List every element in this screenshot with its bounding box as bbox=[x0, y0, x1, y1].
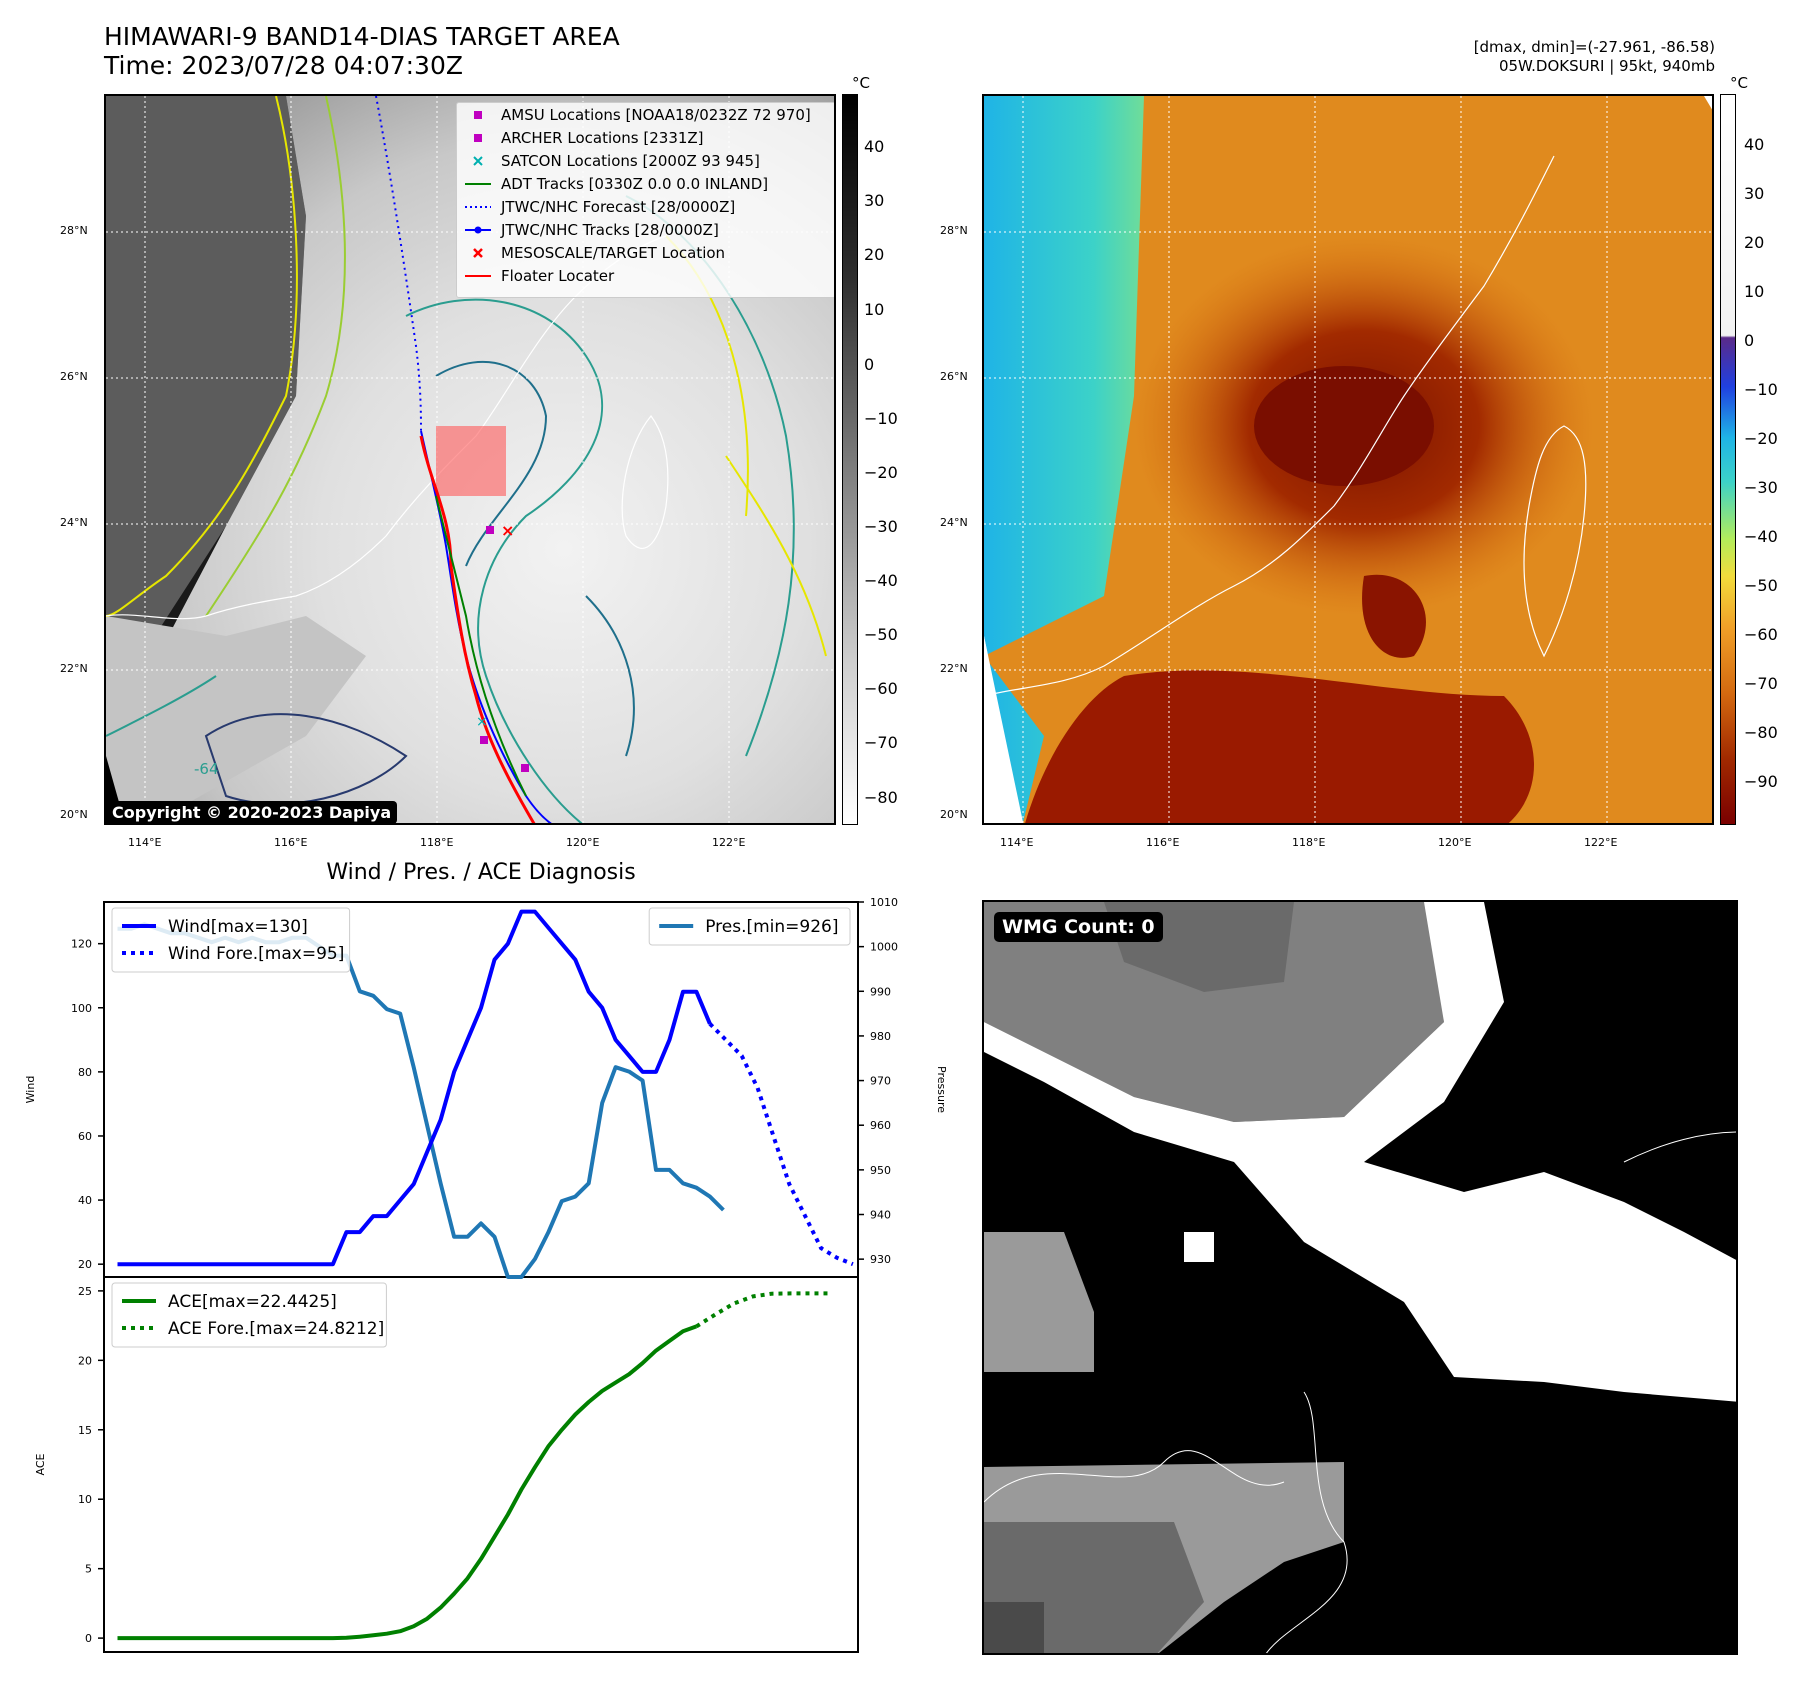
ace-forecast-line bbox=[695, 1291, 829, 1329]
wind-tick-label: 20 bbox=[78, 1258, 92, 1271]
pressure-axis-label: Pressure bbox=[935, 1066, 948, 1113]
x-marker-icon bbox=[473, 155, 483, 166]
contour-label: -64 bbox=[194, 760, 219, 778]
lat-tick: 20°N bbox=[60, 808, 88, 821]
legend-item-jtwc-tracks: JTWC/NHC Tracks [28/0000Z] bbox=[457, 218, 834, 241]
wind-legend: Wind[max=130] Wind Fore.[max=95] bbox=[111, 907, 351, 973]
legend-label: Wind[max=130] bbox=[168, 917, 308, 937]
color-colorbar bbox=[1720, 94, 1736, 825]
wmg-panel: WMG Count: 0 bbox=[982, 900, 1738, 1655]
color-map-art bbox=[984, 96, 1712, 823]
color-colorbar-unit: °C bbox=[1730, 74, 1748, 92]
square-marker-icon bbox=[474, 110, 482, 119]
square-marker-icon bbox=[474, 133, 482, 142]
color-ir-map bbox=[982, 94, 1714, 825]
legend-item-satcon: SATCON Locations [2000Z 93 945] bbox=[457, 149, 834, 172]
svg-text:×: × bbox=[476, 714, 488, 730]
pressure-tick-label: 1000 bbox=[870, 941, 898, 954]
gray-colorbar-unit: °C bbox=[852, 74, 870, 92]
ace-line bbox=[117, 1324, 698, 1641]
wind-tick-label: 40 bbox=[78, 1194, 92, 1207]
lon-tick: 116°E bbox=[274, 836, 308, 849]
pressure-legend: Pres.[min=926] bbox=[648, 907, 851, 946]
wind-axis-label: Wind bbox=[24, 1076, 37, 1104]
legend-item-amsu: AMSU Locations [NOAA18/0232Z 72 970] bbox=[457, 103, 834, 126]
lon-tick: 122°E bbox=[712, 836, 746, 849]
wind-tick-label: 100 bbox=[71, 1002, 92, 1015]
lat-tick: 26°N bbox=[60, 370, 88, 383]
ace-tick-label: 0 bbox=[85, 1632, 92, 1645]
pressure-tick-label: 970 bbox=[870, 1075, 891, 1088]
pressure-line bbox=[117, 922, 725, 1279]
pressure-tick-label: 950 bbox=[870, 1164, 891, 1177]
lon-tick: 118°E bbox=[1292, 836, 1326, 849]
legend-item-jtwc-forecast: JTWC/NHC Forecast [28/0000Z] bbox=[457, 195, 834, 218]
wind-forecast-line bbox=[708, 1022, 854, 1267]
wmg-count-badge: WMG Count: 0 bbox=[994, 912, 1163, 942]
stats-line1: [dmax, dmin]=(-27.961, -86.58) bbox=[1473, 38, 1715, 56]
lon-tick: 122°E bbox=[1584, 836, 1618, 849]
lon-tick: 116°E bbox=[1146, 836, 1180, 849]
lon-tick: 114°E bbox=[1000, 836, 1034, 849]
legend-item-mesoscale: MESOSCALE/TARGET Location bbox=[457, 241, 834, 264]
x-marker-icon bbox=[473, 247, 483, 258]
legend-label: ACE[max=22.4425] bbox=[168, 1292, 337, 1312]
diagnosis-chart: 2040608010012093094095096097098099010001… bbox=[24, 896, 948, 1653]
pressure-tick-label: 1010 bbox=[870, 896, 898, 909]
map-title-line1: HIMAWARI-9 BAND14-DIAS TARGET AREA bbox=[104, 22, 620, 51]
lat-tick: 22°N bbox=[940, 662, 968, 675]
map-title-line2: Time: 2023/07/28 04:07:30Z bbox=[104, 51, 463, 80]
lat-tick: 26°N bbox=[940, 370, 968, 383]
pressure-tick-label: 990 bbox=[870, 985, 891, 998]
lon-tick: 114°E bbox=[128, 836, 162, 849]
wmg-map-art bbox=[984, 902, 1736, 1653]
lon-tick: 118°E bbox=[420, 836, 454, 849]
gray-colorbar bbox=[842, 94, 858, 825]
lat-tick: 28°N bbox=[940, 224, 968, 237]
lat-tick: 22°N bbox=[60, 662, 88, 675]
wind-line bbox=[117, 909, 712, 1267]
legend-item-archer: ARCHER Locations [2331Z] bbox=[457, 126, 834, 149]
svg-text:×: × bbox=[501, 521, 514, 540]
lat-tick: 24°N bbox=[60, 516, 88, 529]
stats-line2: 05W.DOKSURI | 95kt, 940mb bbox=[1498, 57, 1715, 75]
pressure-tick-label: 930 bbox=[870, 1253, 891, 1266]
solid-line-icon bbox=[465, 182, 491, 185]
pressure-tick-label: 960 bbox=[870, 1119, 891, 1132]
legend-item-adt: ADT Tracks [0330Z 0.0 0.0 INLAND] bbox=[457, 172, 834, 195]
track-legend: AMSU Locations [NOAA18/0232Z 72 970] ARC… bbox=[456, 102, 834, 298]
grayscale-ir-map: × × -64 AMSU Locations [NOAA18/0232Z 72 … bbox=[104, 94, 836, 825]
ace-panel-frame bbox=[103, 1276, 859, 1653]
ace-tick-label: 15 bbox=[78, 1424, 92, 1437]
copyright-badge: Copyright © 2020-2023 Dapiya bbox=[106, 801, 398, 823]
pressure-legend-box bbox=[648, 907, 851, 946]
dotted-line-icon bbox=[465, 205, 491, 208]
ace-tick-label: 20 bbox=[78, 1354, 92, 1367]
legend-label: Wind Fore.[max=95] bbox=[168, 944, 344, 964]
legend-item-floater: Floater Locater bbox=[457, 264, 834, 287]
ace-tick-label: 25 bbox=[78, 1285, 92, 1298]
ace-tick-label: 5 bbox=[85, 1563, 92, 1576]
ace-axis-label: ACE bbox=[34, 1453, 47, 1475]
lon-tick: 120°E bbox=[566, 836, 600, 849]
lat-tick: 24°N bbox=[940, 516, 968, 529]
ace-tick-label: 10 bbox=[78, 1493, 92, 1506]
ace-legend-box bbox=[111, 1282, 387, 1348]
pressure-tick-label: 980 bbox=[870, 1030, 891, 1043]
wind-tick-label: 80 bbox=[78, 1066, 92, 1079]
diagnosis-title: Wind / Pres. / ACE Diagnosis bbox=[326, 860, 636, 885]
legend-label: Pres.[min=926] bbox=[705, 917, 838, 937]
solid-line-icon bbox=[465, 274, 491, 277]
ace-legend: ACE[max=22.4425] ACE Fore.[max=24.8212] bbox=[111, 1282, 387, 1348]
lon-tick: 120°E bbox=[1438, 836, 1472, 849]
legend-label: ACE Fore.[max=24.8212] bbox=[168, 1319, 384, 1339]
wind-tick-label: 60 bbox=[78, 1130, 92, 1143]
wind-legend-box bbox=[111, 907, 351, 973]
line-dot-icon bbox=[465, 226, 491, 233]
wind-tick-label: 120 bbox=[71, 938, 92, 951]
lat-tick: 28°N bbox=[60, 224, 88, 237]
lat-tick: 20°N bbox=[940, 808, 968, 821]
pressure-tick-label: 940 bbox=[870, 1209, 891, 1222]
